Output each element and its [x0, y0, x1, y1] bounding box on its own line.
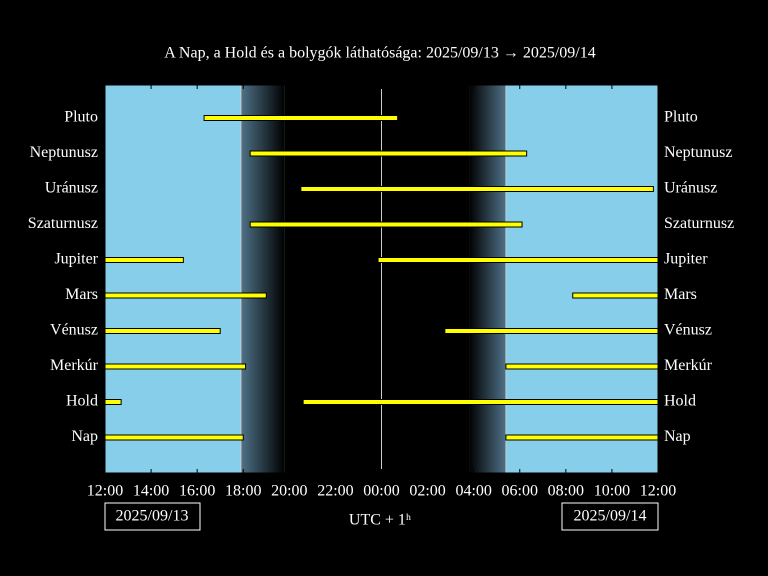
x-tick-label: 10:00 [594, 483, 630, 500]
row-label: Hold [664, 393, 696, 410]
visibility-bar [302, 399, 659, 405]
dawn [469, 85, 506, 473]
visibility-bar [249, 221, 523, 228]
visibility-bar [104, 363, 247, 370]
row-label: Jupiter [54, 251, 98, 268]
x-tick-label: 08:00 [548, 483, 584, 500]
x-tick-label: 18:00 [225, 483, 261, 500]
visibility-bar [104, 292, 267, 299]
date-box [561, 502, 659, 531]
row-label: Nap [664, 428, 691, 445]
row-label: Szaturnusz [664, 215, 734, 232]
row-label: Pluto [64, 109, 98, 126]
x-tick-label: 06:00 [502, 483, 538, 500]
x-axis-label: UTC + 1ʰ [349, 512, 411, 529]
row-label: Pluto [664, 109, 698, 126]
row-label: Merkúr [50, 357, 99, 374]
x-tick-label: 16:00 [179, 483, 215, 500]
visibility-bar [104, 328, 221, 334]
x-tick-label: 12:00 [640, 483, 676, 500]
row-label: Nap [71, 428, 98, 445]
row-label: Vénusz [50, 322, 98, 339]
visibility-bar [377, 257, 659, 263]
visibility-bar [104, 399, 122, 405]
chart-title: A Nap, a Hold és a bolygók láthatósága: … [164, 45, 596, 62]
row-label: Uránusz [45, 180, 98, 197]
x-tick-label: 02:00 [409, 483, 445, 500]
x-tick-label: 00:00 [363, 483, 399, 500]
dusk [240, 85, 285, 473]
row-label: Mars [65, 286, 98, 303]
visibility-bar [300, 186, 654, 192]
visibility-bar [203, 115, 399, 121]
row-label: Merkúr [664, 357, 713, 374]
row-label: Uránusz [664, 180, 717, 197]
date-box [104, 502, 201, 531]
x-tick-label: 12:00 [87, 483, 123, 500]
visibility-bar [249, 150, 528, 157]
visibility-bar [104, 257, 184, 263]
row-label: Jupiter [664, 251, 708, 268]
x-tick-label: 04:00 [455, 483, 491, 500]
row-label: Vénusz [664, 322, 712, 339]
x-tick-label: 22:00 [317, 483, 353, 500]
date-label: 2025/09/14 [574, 508, 647, 525]
night [284, 85, 470, 473]
date-label: 2025/09/13 [116, 508, 189, 525]
row-label: Neptunusz [30, 144, 98, 161]
row-label: Mars [664, 286, 697, 303]
x-tick-label: 14:00 [133, 483, 169, 500]
visibility-bar [572, 292, 659, 299]
row-label: Szaturnusz [28, 215, 98, 232]
visibility-bar [104, 434, 244, 441]
visibility-bar [505, 434, 659, 441]
visibility-bar [444, 328, 659, 334]
row-label: Hold [66, 393, 98, 410]
x-tick-label: 20:00 [271, 483, 307, 500]
row-label: Neptunusz [664, 144, 732, 161]
visibility-bar [505, 363, 659, 370]
